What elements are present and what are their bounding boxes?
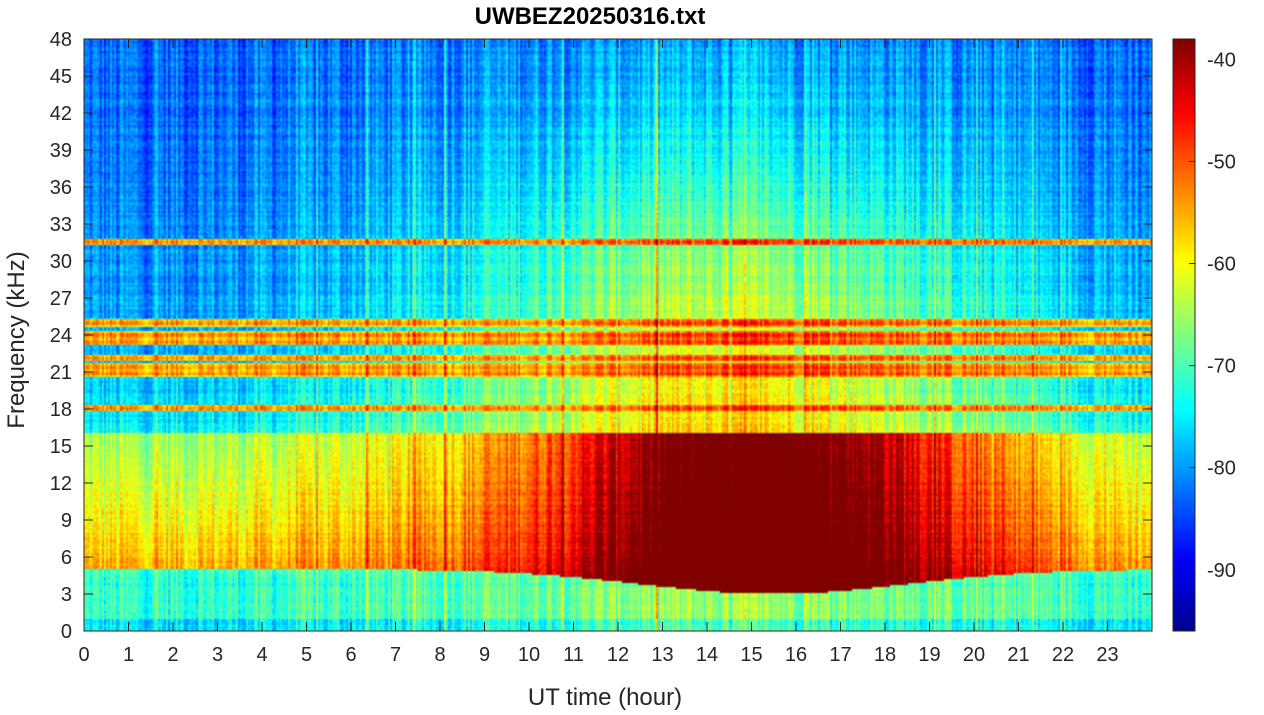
x-tick-label: 3 <box>212 644 223 666</box>
x-tick-label: 1 <box>123 644 134 666</box>
x-tick-label: 16 <box>785 644 807 666</box>
x-tick-label: 0 <box>78 644 89 666</box>
x-tick-label: 2 <box>167 644 178 666</box>
x-tick-label: 7 <box>390 644 401 666</box>
x-tick-label: 12 <box>607 644 629 666</box>
y-tick-label: 48 <box>50 29 72 51</box>
x-tick-label: 11 <box>563 644 584 666</box>
y-tick-label: 30 <box>50 251 72 273</box>
x-tick-label: 20 <box>963 644 985 666</box>
y-tick-label: 9 <box>61 510 72 532</box>
y-tick-label: 33 <box>50 214 72 236</box>
chart-title: UWBEZ20250316.txt <box>475 3 706 30</box>
colorbar-ticks: -90 -80 -70 -60 -50 -40 <box>1189 49 1236 582</box>
colorbar-tick-label: -90 <box>1207 560 1236 582</box>
x-tick-label: 21 <box>1007 644 1029 666</box>
x-tick-label: 13 <box>651 644 673 666</box>
colorbar <box>1172 38 1196 632</box>
y-tick-label: 27 <box>50 288 72 310</box>
y-tick-label: 12 <box>50 473 72 495</box>
x-tick-label: 10 <box>518 644 540 666</box>
x-axis-ticks: 0 1 2 3 4 5 6 7 8 9 10 11 12 13 14 15 16 17 18 19 20 21 22 23 <box>78 39 1119 666</box>
colorbar-tick-label: -40 <box>1207 49 1236 71</box>
y-tick-label: 24 <box>50 325 72 347</box>
y-tick-label: 45 <box>50 66 72 88</box>
y-tick-label: 39 <box>50 140 72 162</box>
heatmap-image <box>84 39 1152 631</box>
y-tick-label: 6 <box>61 547 72 569</box>
y-tick-label: 15 <box>50 436 72 458</box>
x-tick-label: 15 <box>740 644 762 666</box>
y-tick-label: 21 <box>50 362 72 384</box>
colorbar-tick-label: -60 <box>1207 254 1236 276</box>
x-tick-label: 9 <box>479 644 490 666</box>
y-tick-label: 18 <box>50 399 72 421</box>
y-tick-label: 0 <box>61 621 72 643</box>
x-tick-label: 4 <box>256 644 267 666</box>
colorbar-tick-label: -70 <box>1207 356 1236 378</box>
x-axis-label: UT time (hour) <box>528 684 682 711</box>
x-tick-label: 22 <box>1052 644 1074 666</box>
x-tick-label: 8 <box>434 644 445 666</box>
y-tick-label: 3 <box>61 584 72 606</box>
y-axis-label: Frequency (kHz) <box>3 251 30 428</box>
x-tick-label: 6 <box>345 644 356 666</box>
x-tick-label: 19 <box>918 644 940 666</box>
y-tick-label: 36 <box>50 177 72 199</box>
colorbar-tick-label: -50 <box>1207 151 1236 173</box>
x-tick-label: 14 <box>696 644 718 666</box>
x-tick-label: 5 <box>301 644 312 666</box>
x-tick-label: 18 <box>874 644 896 666</box>
y-tick-label: 42 <box>50 103 72 125</box>
x-tick-label: 23 <box>1096 644 1118 666</box>
colorbar-tick-label: -80 <box>1207 458 1236 480</box>
x-tick-label: 17 <box>829 644 851 666</box>
